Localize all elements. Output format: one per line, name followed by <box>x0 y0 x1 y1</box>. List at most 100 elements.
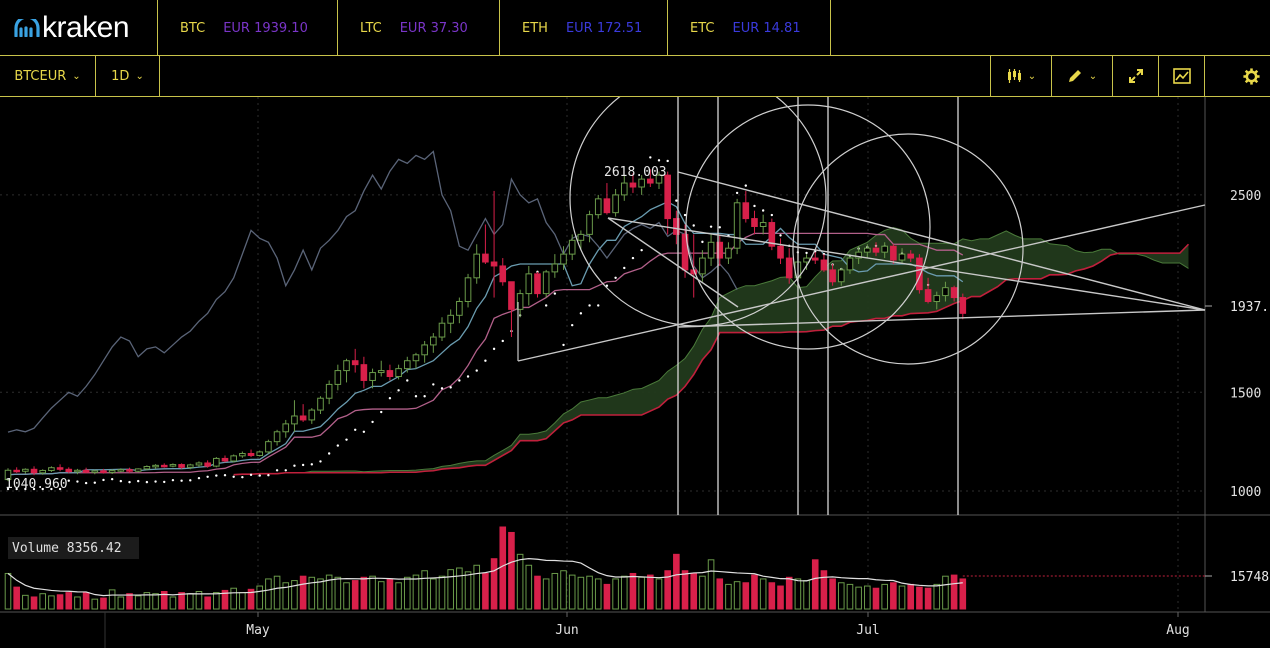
candle-body <box>412 354 420 362</box>
candle-body <box>195 462 203 466</box>
candle-body <box>13 469 20 473</box>
chevron-down-icon: ⌄ <box>72 70 81 82</box>
draw-tool-button[interactable]: ⌄ <box>1052 56 1113 96</box>
candle-body <box>751 218 758 227</box>
candle-body <box>134 468 142 472</box>
volume-bar <box>369 575 376 610</box>
candle-body <box>65 468 73 473</box>
volume-bar <box>117 596 125 610</box>
volume-bar <box>169 596 177 610</box>
volume-bar <box>56 594 64 610</box>
sar-dot <box>649 156 652 159</box>
candle-body <box>438 322 446 338</box>
candle-body <box>907 253 915 259</box>
candle-body <box>386 370 394 378</box>
sar-dot <box>180 479 183 482</box>
candle-body <box>56 467 64 470</box>
volume-bar <box>837 582 845 610</box>
ticker-etc[interactable]: ETC EUR 14.81 <box>668 0 831 56</box>
candle-body <box>160 464 168 468</box>
sar-dot <box>284 469 287 472</box>
candle-body <box>369 372 376 381</box>
sar-dot <box>588 304 591 307</box>
candle-body <box>22 468 29 472</box>
candle-body <box>152 464 159 468</box>
volume-bar <box>430 578 437 610</box>
volume-bar <box>143 592 151 610</box>
pair-select[interactable]: BTCEUR ⌄ <box>0 56 96 96</box>
sar-dot <box>371 420 374 424</box>
candle-body <box>855 251 862 259</box>
volume-bar <box>534 575 541 610</box>
sar-dot <box>692 224 695 227</box>
sar-dot <box>310 463 313 466</box>
volume-bar <box>655 578 663 610</box>
volume-label-box <box>8 537 139 559</box>
indicator-button[interactable] <box>1159 56 1205 96</box>
x-tick-label: Jun <box>555 623 578 638</box>
volume-bar <box>421 570 428 610</box>
volume-bar <box>508 531 515 610</box>
candle-body <box>959 297 967 314</box>
sar-dot <box>597 304 600 307</box>
kraken-logo[interactable]: kraken <box>0 0 158 56</box>
candle-body <box>716 241 724 259</box>
volume-bar <box>603 583 611 610</box>
volume-bar <box>612 578 619 610</box>
volume-bar <box>681 570 689 610</box>
volume-bar <box>768 582 776 610</box>
sar-dot <box>779 234 782 237</box>
sar-dot <box>6 487 10 491</box>
volume-bar <box>412 574 420 610</box>
volume-label-text: Volume 8356.42 <box>12 541 122 556</box>
ticker-ltc[interactable]: LTC EUR 37.30 <box>338 0 500 56</box>
sar-dot <box>275 469 279 472</box>
y-tick-label: 1500 <box>1230 386 1261 401</box>
volume-bar <box>91 598 99 610</box>
candle-body <box>759 222 767 227</box>
candle-body <box>525 273 533 295</box>
volume-bar <box>186 593 194 610</box>
candle-body <box>317 397 324 411</box>
candle-body <box>178 464 185 468</box>
sar-dot <box>388 397 392 400</box>
candle-body <box>117 469 125 472</box>
volume-bar <box>916 586 923 610</box>
candle-body <box>221 457 229 462</box>
sar-dot <box>327 452 331 455</box>
ticker-symbol: ETC <box>690 20 715 36</box>
candle-body <box>30 468 38 474</box>
volume-bar <box>846 583 854 610</box>
candle-body <box>91 470 99 473</box>
sar-dot <box>249 473 253 477</box>
senkou-span-b <box>233 243 1190 476</box>
interval-select[interactable]: 1D ⌄ <box>96 56 160 96</box>
candle-body <box>516 293 524 310</box>
volume-bar <box>942 575 949 610</box>
sar-dot <box>32 487 36 491</box>
candle-body <box>950 287 958 299</box>
ticker-btc[interactable]: BTC EUR 1939.10 <box>158 0 338 56</box>
sar-dot <box>449 386 452 389</box>
axes: 1000 1500 2500 1937. 15748 May Jun Jul Aug <box>104 189 1269 648</box>
current-price-tag: 1937. <box>1205 300 1269 315</box>
volume-bar <box>447 569 454 610</box>
settings-button[interactable] <box>1232 56 1270 96</box>
volume-bar <box>317 578 324 610</box>
volume-bar <box>247 588 255 610</box>
volume-bar <box>733 581 741 610</box>
candlestick-icon <box>1007 69 1021 83</box>
volume-bar <box>829 578 836 610</box>
volume-bar <box>673 553 680 610</box>
fullscreen-button[interactable] <box>1113 56 1159 96</box>
chart-type-button[interactable]: ⌄ <box>990 56 1052 96</box>
sar-dot <box>458 379 461 382</box>
candle-body <box>837 269 845 283</box>
volume-bar <box>898 585 906 610</box>
price-chart[interactable]: 2618.003 1040.960 Volume 8356.42 1000 1500… <box>0 97 1270 648</box>
sar-dot <box>354 428 357 432</box>
sar-dot <box>267 474 270 477</box>
candle-body <box>612 194 619 214</box>
sar-dot <box>171 478 175 482</box>
ticker-eth[interactable]: ETH EUR 172.51 <box>500 0 668 56</box>
